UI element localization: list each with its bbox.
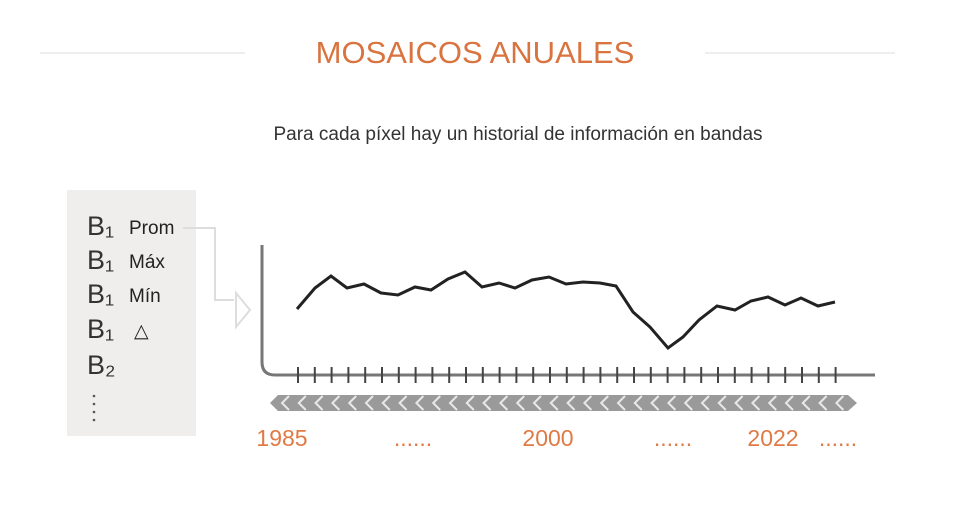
chevrons [280, 395, 845, 411]
chevron [750, 395, 761, 411]
chevron [784, 395, 794, 411]
year-label: ...... [654, 425, 692, 451]
chevron [717, 395, 727, 411]
chevron [414, 395, 425, 411]
chevron [482, 395, 492, 411]
band-list: B₁ Prom B₁ Máx B₁ Mín B₁ △ B₂ [87, 211, 174, 380]
chevron [616, 395, 626, 411]
chevron [549, 395, 559, 411]
more-dots [92, 394, 96, 422]
history-line [295, 270, 836, 351]
chevron [465, 395, 475, 411]
band-panel [67, 190, 196, 436]
chevron [734, 395, 744, 411]
chevron [381, 395, 391, 411]
chevron [650, 395, 660, 411]
year-labels: 1985...... 2000...... 2022...... [256, 425, 857, 451]
chevron [297, 395, 307, 411]
year-label: 2022 [747, 425, 798, 451]
band-stat: △ [134, 321, 149, 342]
chevron [330, 395, 341, 411]
chevron [398, 395, 408, 411]
band-name: B₁ [87, 245, 114, 275]
year-label: 1985 [256, 425, 307, 451]
band-name: B₂ [87, 350, 116, 380]
chevron [767, 395, 777, 411]
chevron [801, 395, 811, 411]
chevron [633, 395, 643, 411]
chevron [448, 395, 458, 411]
chevron [364, 395, 374, 411]
band-name: B₁ [87, 279, 114, 309]
chevron [818, 395, 828, 411]
arrow-head [235, 290, 252, 330]
subtitle: Para cada píxel hay un historial de info… [273, 124, 762, 145]
chevron [834, 395, 845, 411]
chevron [314, 395, 324, 411]
connector [183, 227, 234, 301]
chevron [532, 395, 542, 411]
year-label: ...... [394, 425, 432, 451]
ticks [297, 367, 837, 383]
chevron [515, 395, 525, 411]
time-strip [270, 395, 857, 411]
chevron [431, 395, 441, 411]
chevron [498, 395, 509, 411]
chevron [599, 395, 609, 411]
band-stat: Máx [129, 252, 165, 273]
band-stat: Mín [129, 286, 161, 307]
chevron [582, 395, 593, 411]
year-label: ...... [819, 425, 857, 451]
year-label: 2000 [522, 425, 573, 451]
chevron [566, 395, 576, 411]
band-stat: Prom [129, 218, 174, 239]
axis [260, 245, 875, 377]
band-name: B₁ [87, 211, 114, 241]
chevron [666, 395, 677, 411]
band-name: B₁ [87, 314, 114, 344]
chevron [683, 395, 693, 411]
chevron [347, 395, 357, 411]
chevron [700, 395, 710, 411]
chevron [280, 395, 290, 411]
title: MOSAICOS ANUALES [316, 35, 635, 70]
